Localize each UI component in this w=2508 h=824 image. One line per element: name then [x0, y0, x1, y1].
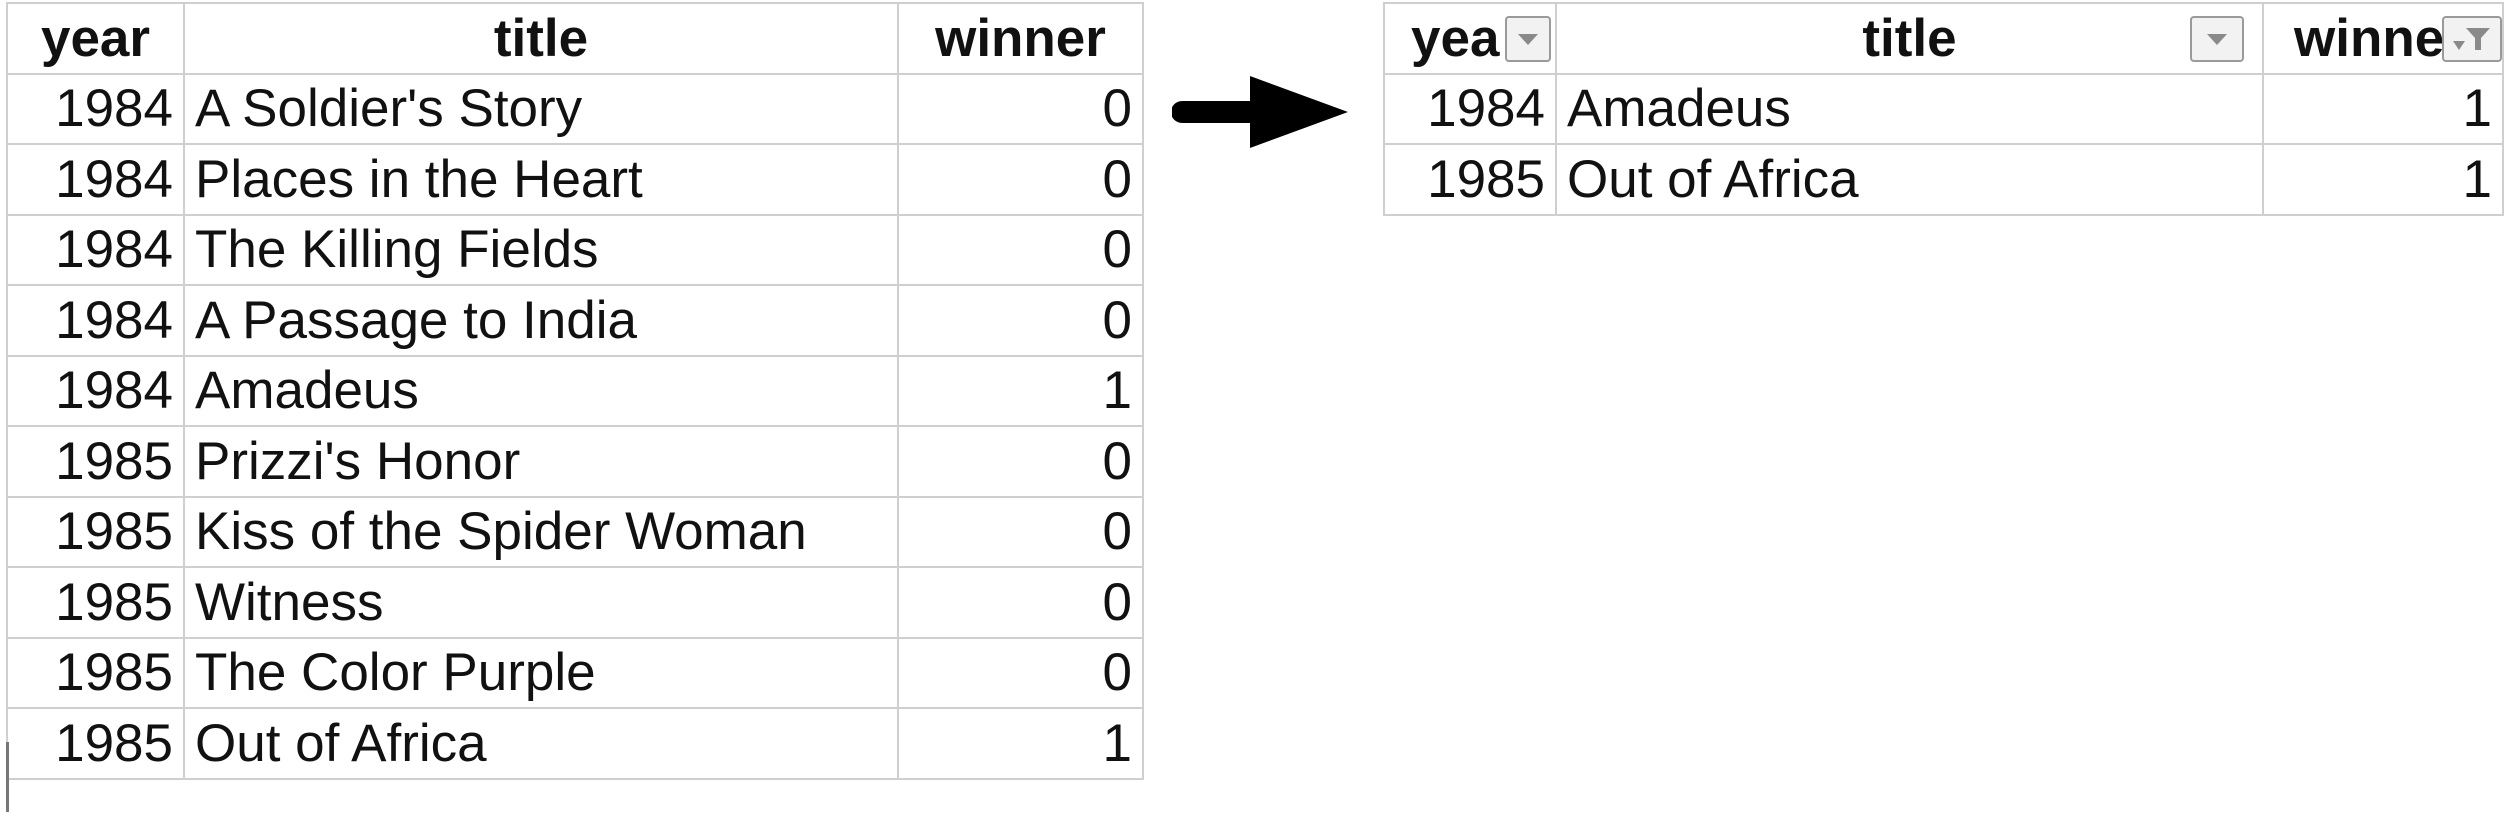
table-row: 1984 A Passage to India 0: [6, 284, 1144, 357]
cell-year[interactable]: 1985: [6, 566, 185, 639]
cell-year[interactable]: 1985: [1383, 143, 1557, 216]
cell-year[interactable]: 1984: [6, 213, 185, 286]
table-row: 1984 Amadeus 1: [1383, 72, 2504, 145]
header-row: year title winner: [6, 2, 1144, 75]
table-row: 1985 Out of Africa 1: [6, 707, 1144, 780]
column-header-year[interactable]: year: [6, 2, 185, 75]
right-arrow-icon: [1172, 76, 1348, 148]
cell-title[interactable]: Amadeus: [183, 354, 899, 427]
cell-year[interactable]: 1985: [6, 495, 185, 568]
cell-winner[interactable]: 0: [897, 636, 1144, 709]
cell-title[interactable]: The Killing Fields: [183, 213, 899, 286]
cell-title[interactable]: Kiss of the Spider Woman: [183, 495, 899, 568]
header-row: yea title winne: [1383, 2, 2504, 75]
cell-title[interactable]: Out of Africa: [183, 707, 899, 780]
cell-title[interactable]: Witness: [183, 566, 899, 639]
full-data-table: year title winner 1984 A Soldier's Story…: [6, 2, 1144, 780]
table-row: 1985 Out of Africa 1: [1383, 143, 2504, 216]
column-header-label: title: [1862, 8, 1957, 68]
table-row: 1984 Amadeus 1: [6, 354, 1144, 427]
cell-title[interactable]: Out of Africa: [1555, 143, 2264, 216]
table-row: 1984 Places in the Heart 0: [6, 143, 1144, 216]
cell-year[interactable]: 1985: [6, 425, 185, 498]
table-row: 1985 Prizzi's Honor 0: [6, 425, 1144, 498]
cell-winner[interactable]: 1: [897, 354, 1144, 427]
column-header-label: winne: [2294, 8, 2445, 68]
cell-title[interactable]: Amadeus: [1555, 72, 2264, 145]
table-row: 1985 Kiss of the Spider Woman 0: [6, 495, 1144, 568]
column-header-title[interactable]: title: [183, 2, 899, 75]
cell-title[interactable]: Prizzi's Honor: [183, 425, 899, 498]
cell-winner[interactable]: 0: [897, 72, 1144, 145]
column-header-winner[interactable]: winner: [897, 2, 1144, 75]
cell-title[interactable]: Places in the Heart: [183, 143, 899, 216]
cell-year[interactable]: 1984: [6, 143, 185, 216]
cell-winner[interactable]: 1: [2262, 72, 2504, 145]
cell-year[interactable]: 1985: [6, 707, 185, 780]
filter-active-icon[interactable]: [2442, 16, 2501, 62]
filtered-data-table: yea title winne: [1383, 2, 2504, 216]
column-header-winner[interactable]: winne: [2262, 2, 2504, 75]
cell-year[interactable]: 1984: [6, 72, 185, 145]
cell-year[interactable]: 1985: [6, 636, 185, 709]
table-row: 1984 The Killing Fields 0: [6, 213, 1144, 286]
cell-title[interactable]: A Passage to India: [183, 284, 899, 357]
column-header-title[interactable]: title: [1555, 2, 2264, 75]
cell-year[interactable]: 1984: [1383, 72, 1557, 145]
cell-winner[interactable]: 0: [897, 213, 1144, 286]
cell-title[interactable]: The Color Purple: [183, 636, 899, 709]
column-header-year[interactable]: yea: [1383, 2, 1557, 75]
cell-winner[interactable]: 0: [897, 425, 1144, 498]
cell-year[interactable]: 1984: [6, 354, 185, 427]
column-header-label: yea: [1411, 8, 1500, 68]
table-row: 1985 The Color Purple 0: [6, 636, 1144, 709]
cell-winner[interactable]: 1: [2262, 143, 2504, 216]
table-row: 1985 Witness 0: [6, 566, 1144, 639]
cell-winner[interactable]: 0: [897, 284, 1144, 357]
cell-winner[interactable]: 0: [897, 566, 1144, 639]
cell-winner[interactable]: 0: [897, 495, 1144, 568]
cell-winner[interactable]: 1: [897, 707, 1144, 780]
table-row: 1984 A Soldier's Story 0: [6, 72, 1144, 145]
dropdown-arrow-icon[interactable]: [2190, 16, 2244, 62]
row-edge-marker: [6, 742, 9, 812]
cell-winner[interactable]: 0: [897, 143, 1144, 216]
cell-title[interactable]: A Soldier's Story: [183, 72, 899, 145]
cell-year[interactable]: 1984: [6, 284, 185, 357]
dropdown-arrow-icon[interactable]: [1505, 16, 1551, 62]
